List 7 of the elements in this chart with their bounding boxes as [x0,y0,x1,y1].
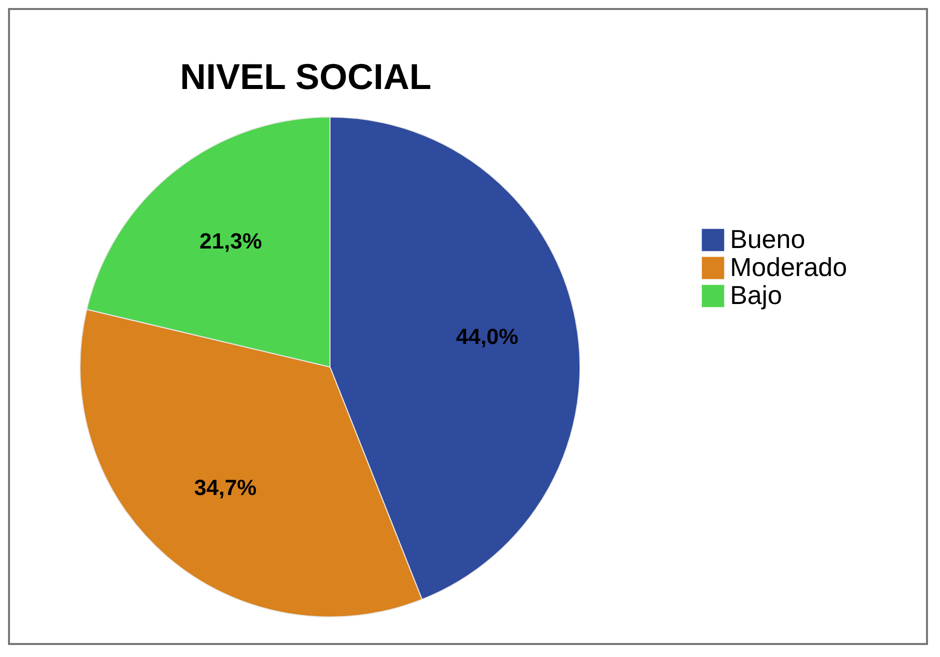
chart-title: NIVEL SOCIAL [180,56,432,97]
legend-label: Bajo [730,280,782,310]
data-label: 34,7% [194,475,257,500]
data-label: 21,3% [200,228,262,254]
data-label: 44,0% [456,324,518,350]
legend-label: Bueno [730,224,806,254]
legend-label: Moderado [730,252,848,282]
